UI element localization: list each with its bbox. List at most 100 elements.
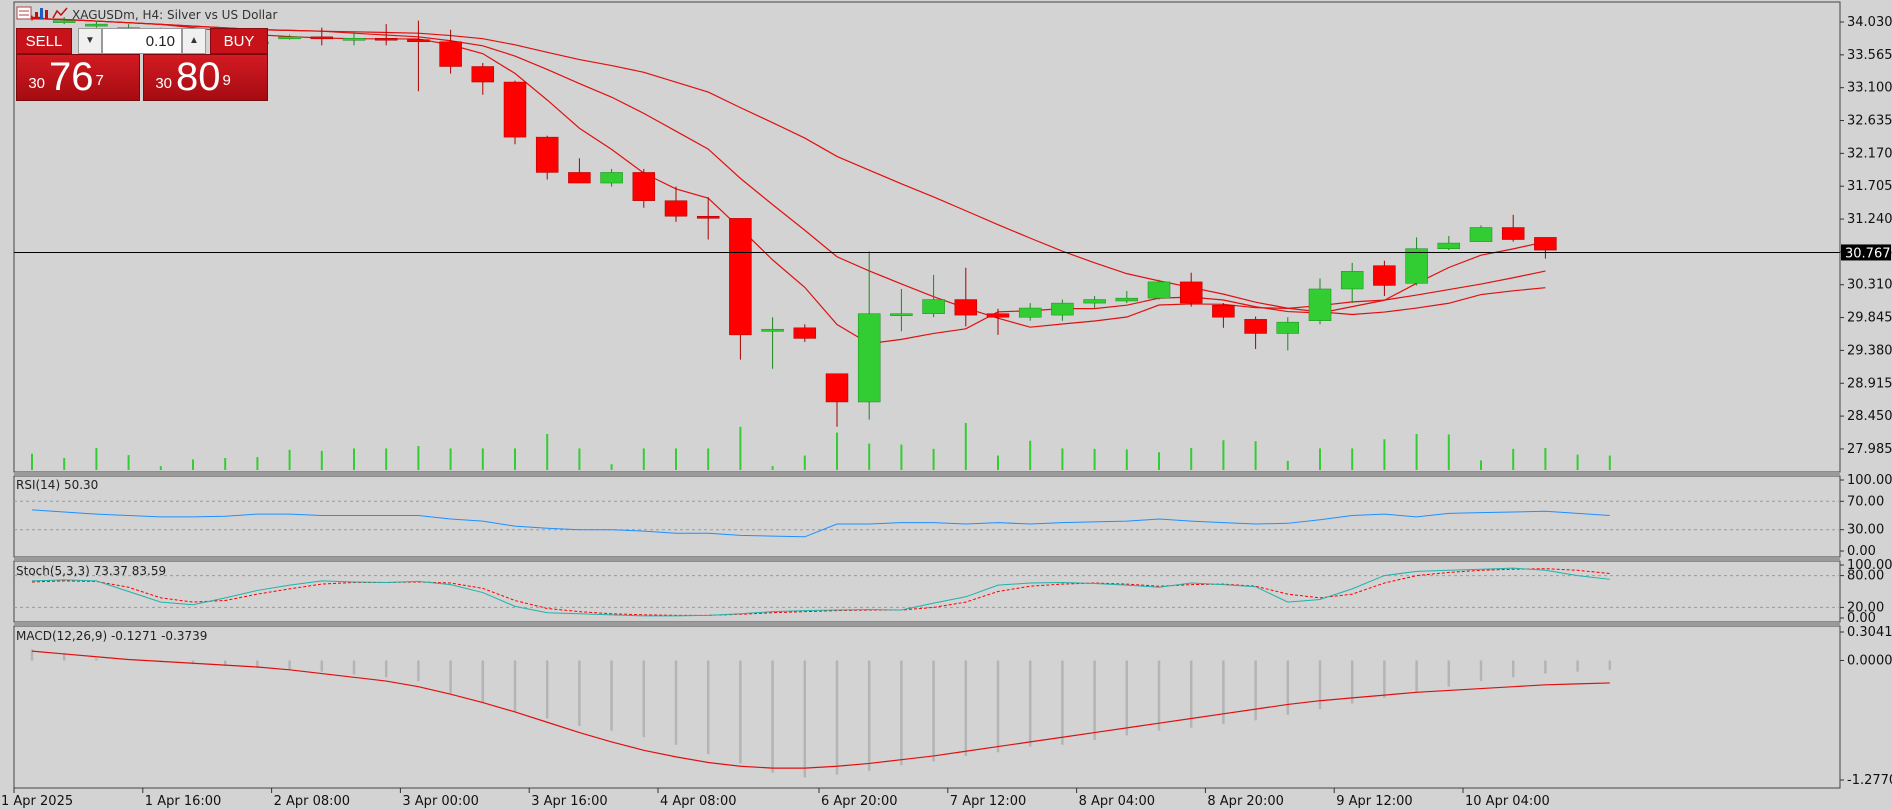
- candle: [439, 41, 462, 67]
- rsi-level-label: 100.00: [1847, 473, 1892, 488]
- buy-button[interactable]: BUY: [210, 28, 268, 54]
- price-tick-label: 28.915: [1847, 376, 1892, 391]
- candle: [729, 218, 752, 336]
- sell-price-pip: 7: [95, 72, 104, 89]
- panel-separator: [14, 622, 1840, 626]
- candle: [857, 313, 881, 403]
- candle: [1340, 271, 1364, 290]
- price-tick-label: 27.985: [1847, 442, 1892, 457]
- candle: [535, 136, 559, 173]
- candle: [85, 23, 108, 27]
- chart-menu-icon[interactable]: [16, 6, 32, 20]
- price-tick-label: 33.100: [1847, 81, 1892, 96]
- candle: [471, 66, 495, 83]
- price-tick-label: 32.170: [1847, 146, 1892, 161]
- indicator-icon[interactable]: [52, 6, 68, 20]
- panel-separator: [14, 472, 1840, 476]
- stochastic-level-label: 80.00: [1847, 569, 1884, 584]
- macd-level-label: -1.2770: [1847, 773, 1892, 788]
- price-tick-label: 34.030: [1847, 15, 1892, 30]
- candle: [1018, 307, 1042, 318]
- candle: [664, 200, 688, 217]
- candle: [986, 313, 1010, 318]
- rsi-level-label: 0.00: [1847, 544, 1876, 559]
- time-label: 3 Apr 00:00: [402, 794, 479, 809]
- time-label: 6 Apr 20:00: [821, 794, 898, 809]
- candle: [503, 81, 527, 138]
- chart-title: XAGUSDm, H4: Silver vs US Dollar: [72, 8, 278, 22]
- stochastic-panel-frame: [13, 560, 1841, 623]
- time-label: 1 Apr 16:00: [145, 794, 222, 809]
- candle: [1405, 248, 1428, 284]
- candle: [1244, 319, 1267, 334]
- buy-price-main: 80: [176, 55, 221, 99]
- price-tick-label: 31.705: [1847, 179, 1892, 194]
- price-tick-label: 30.310: [1847, 278, 1892, 293]
- candle: [1083, 299, 1106, 304]
- stochastic-level-label: 100.00: [1847, 558, 1892, 573]
- macd-signal-line: [31, 650, 1610, 769]
- stochastic-label: Stoch(5,3,3) 73.37 83.59: [16, 564, 167, 578]
- candle: [52, 20, 76, 23]
- candle: [825, 373, 849, 403]
- candle: [1469, 227, 1493, 242]
- time-label: 1 Apr 2025: [1, 794, 73, 809]
- lot-increase-button[interactable]: ▲: [182, 28, 206, 54]
- candle: [1437, 242, 1461, 249]
- price-tick-label: 33.565: [1847, 48, 1892, 63]
- candle: [954, 299, 978, 316]
- candle: [310, 36, 334, 40]
- candle: [407, 39, 430, 43]
- candle: [1179, 281, 1203, 304]
- price-tick-label: 28.450: [1847, 409, 1892, 424]
- price-tick-label: 31.240: [1847, 212, 1892, 227]
- macd-label: MACD(12,26,9) -0.1271 -0.3739: [16, 629, 208, 643]
- candle: [1373, 265, 1396, 286]
- candle: [600, 172, 623, 184]
- sell-price-main: 76: [49, 55, 94, 99]
- candle: [568, 172, 591, 184]
- candle: [1051, 302, 1074, 316]
- stochastic-signal-line: [31, 568, 1610, 616]
- time-label: 4 Apr 08:00: [660, 794, 737, 809]
- lot-decrease-button[interactable]: ▼: [78, 28, 102, 54]
- macd-panel-frame: [13, 625, 1841, 789]
- candle: [1115, 297, 1139, 302]
- candle: [374, 38, 398, 41]
- price-tick-label: 29.380: [1847, 343, 1892, 358]
- macd-level-label: 0.0000: [1847, 653, 1892, 668]
- stochastic-level-label: 20.00: [1847, 600, 1884, 615]
- candle: [1501, 227, 1525, 240]
- candle: [1534, 237, 1557, 251]
- candle: [342, 38, 366, 41]
- lot-size-input[interactable]: [102, 28, 182, 54]
- stochastic-main-line: [31, 567, 1610, 617]
- time-label: 2 Apr 08:00: [274, 794, 351, 809]
- candle: [278, 36, 301, 40]
- candle: [890, 313, 913, 316]
- rsi-line: [31, 509, 1610, 538]
- sell-price-box[interactable]: 30 76 7: [16, 54, 140, 101]
- candle: [1212, 304, 1235, 318]
- time-label: 7 Apr 12:00: [950, 794, 1027, 809]
- main-panel-frame: [13, 1, 1841, 473]
- rsi-panel-frame: [13, 475, 1841, 558]
- moving-average-line: [31, 17, 1546, 316]
- moving-average-line: [31, 17, 1546, 345]
- time-label: 10 Apr 04:00: [1465, 794, 1550, 809]
- time-label: 3 Apr 16:00: [531, 794, 608, 809]
- sell-button[interactable]: SELL: [16, 28, 72, 54]
- buy-price-box[interactable]: 30 80 9: [143, 54, 268, 101]
- time-label: 8 Apr 04:00: [1079, 794, 1156, 809]
- candle: [922, 299, 945, 314]
- candle: [793, 327, 817, 339]
- panel-separator: [14, 557, 1840, 561]
- sell-price-prefix: 30: [28, 75, 45, 92]
- candle: [632, 172, 656, 201]
- bar-chart-icon[interactable]: [34, 6, 50, 20]
- rsi-level-label: 70.00: [1847, 494, 1884, 509]
- candle: [696, 215, 720, 219]
- rsi-label: RSI(14) 50.30: [16, 478, 99, 492]
- current-price-tag: [1841, 244, 1891, 261]
